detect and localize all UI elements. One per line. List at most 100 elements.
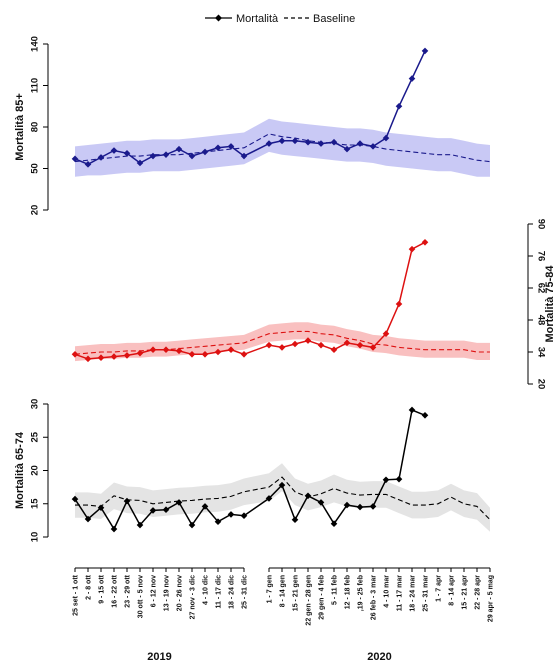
legend: Mortalità Baseline bbox=[205, 13, 355, 25]
panel-2: 10 15 20 25 30 Mortalità 65-74 bbox=[14, 399, 491, 543]
panel-1-mortality-point bbox=[240, 350, 248, 358]
panel-0-mortality-point bbox=[201, 148, 209, 156]
panel-0-mortality-point bbox=[304, 138, 312, 146]
panel-2-mortality-point bbox=[395, 475, 403, 483]
panel-0-mortality-point bbox=[162, 151, 170, 158]
legend-mortalita-marker bbox=[215, 14, 222, 22]
x-tick-label: 4 - 10 mar bbox=[384, 575, 391, 608]
x-tick-label: 29 apr - 5 mag bbox=[488, 575, 495, 622]
x-tick-label: 25 - 31 mar bbox=[423, 575, 430, 612]
x-tick-label: 11 - 17 dic bbox=[216, 575, 223, 609]
x-tick-label: 16 - 22 ott bbox=[112, 574, 119, 607]
panel-2-y-tick-label: 30 bbox=[30, 399, 41, 410]
panel-1-mortality-point bbox=[149, 346, 157, 354]
panel-0-mortality-point bbox=[356, 140, 364, 147]
panel-1-mortality-point bbox=[175, 347, 183, 355]
panel-2-y-label: Mortalità 65-74 bbox=[14, 431, 26, 509]
panel-2-mortality-point bbox=[317, 499, 325, 506]
x-tick-label: 15 - 21 apr bbox=[462, 575, 469, 610]
panel-2-mortality-point bbox=[84, 515, 92, 523]
x-tick-label: 18 - 24 mar bbox=[410, 575, 417, 612]
panel-1-mortality-point bbox=[71, 350, 79, 358]
panel-2-mortality-point bbox=[214, 518, 222, 526]
panel-2-mortality-point bbox=[265, 495, 273, 502]
panel-0-mortality-point bbox=[175, 145, 183, 153]
panel-1-mortality-point bbox=[201, 350, 209, 358]
panel-2-mortality-point bbox=[382, 476, 390, 484]
panel-0-mortality-point bbox=[265, 140, 273, 147]
panel-1-y-tick-label: 90 bbox=[536, 219, 547, 230]
panel-1-mortality-point bbox=[317, 341, 325, 349]
panel-2-baseline-line bbox=[75, 476, 491, 521]
panel-0-mortality-point bbox=[123, 149, 131, 157]
x-tick-label: 2 - 8 ott bbox=[86, 574, 93, 600]
panel-2-mortality-point bbox=[201, 503, 209, 510]
x-tick-label: 12 - 18 feb bbox=[345, 575, 352, 609]
panel-2-mortality-point bbox=[162, 506, 170, 514]
panel-0-mortality-point bbox=[330, 138, 338, 146]
panel-2-mortality-point bbox=[421, 412, 429, 419]
panel-0-mortality-point bbox=[214, 144, 222, 152]
panel-0-mortality-point bbox=[227, 143, 235, 150]
x-tick-label: 8 - 14 apr bbox=[449, 575, 456, 606]
panel-2-y-tick-label: 20 bbox=[30, 465, 41, 476]
panel-1-mortality-point bbox=[343, 339, 351, 347]
panel-0-mortality-point bbox=[188, 152, 196, 160]
panel-0: 20 50 80 110 140 Mortalità 85+ bbox=[14, 36, 491, 215]
panel-0-mortality-point bbox=[136, 159, 144, 167]
panel-2-y-tick-label: 15 bbox=[30, 498, 41, 509]
panel-2-mortality-point bbox=[136, 521, 144, 529]
panel-2-mortality-point bbox=[291, 516, 299, 524]
x-tick-label: 9 - 15 ott bbox=[99, 574, 106, 603]
panel-1-baseline-line bbox=[74, 330, 490, 355]
panel-1-mortality-point bbox=[227, 346, 235, 354]
panel-2-mortality-point bbox=[97, 504, 105, 512]
legend-label-baseline: Baseline bbox=[313, 13, 355, 25]
panel-1-mortality-point bbox=[408, 245, 416, 253]
panel-0-mortality-point bbox=[369, 143, 377, 150]
panel-2-y-tick-label: 10 bbox=[30, 532, 41, 543]
panel-0-mortality-point bbox=[382, 134, 390, 142]
panel-1-mortality-point bbox=[162, 346, 170, 354]
panel-1-y-label: Mortalità 75-84 bbox=[544, 265, 556, 343]
panel-0-mortality-point bbox=[408, 75, 416, 82]
panel-2-mortality-point bbox=[175, 499, 183, 506]
x-tick-label: 25 set - 1 ott bbox=[73, 574, 80, 616]
panel-2-mortality-point bbox=[356, 503, 364, 511]
panel-1-mortality-point bbox=[97, 354, 105, 362]
panel-0-mortality-point bbox=[278, 137, 286, 145]
panel-1-mortality-point bbox=[84, 355, 92, 363]
x-tick-label: 29 gen - 4 feb bbox=[319, 575, 326, 620]
panel-2-mortality-point bbox=[304, 492, 312, 500]
panel-1-y-tick-label: 20 bbox=[536, 379, 547, 390]
x-tick-label: 23 - 29 ott bbox=[125, 574, 132, 607]
panel-0-y-tick-label: 50 bbox=[30, 163, 41, 174]
panel-1-mortality-point bbox=[265, 341, 273, 349]
panel-1-mortality-point bbox=[291, 340, 299, 348]
x-tick-label: 20 - 26 nov bbox=[177, 575, 184, 611]
x-tick-label: 18 - 24 dic bbox=[229, 575, 236, 609]
panel-1-y-tick-label: 48 bbox=[536, 315, 547, 326]
panel-0-mortality-point bbox=[395, 102, 403, 110]
panel-1-mortality-point bbox=[110, 353, 118, 360]
panel-1-y-tick-label: 76 bbox=[536, 251, 547, 262]
x-tick-label: 11 - 17 mar bbox=[397, 575, 404, 611]
panel-0-mortality-point bbox=[343, 145, 351, 153]
x-tick-label: 26 feb - 3 mar bbox=[371, 575, 378, 620]
panel-0-y-label: Mortalità 85+ bbox=[14, 93, 26, 161]
panel-0-mortality-point bbox=[84, 161, 92, 168]
panel-2-y-tick-label: 25 bbox=[30, 431, 41, 442]
panel-1-mortality-point bbox=[356, 341, 364, 349]
panel-2-mortality-point bbox=[278, 481, 286, 489]
x-tick-label: 15 - 21 gen bbox=[293, 575, 300, 611]
panel-1-mortality-point bbox=[214, 348, 222, 356]
panel-0-mortality-point bbox=[291, 137, 299, 145]
x-tick-label: ,19 - 25 feb bbox=[358, 575, 365, 611]
panel-0-mortality-point bbox=[149, 152, 157, 160]
panel-0-y-tick-label: 80 bbox=[30, 122, 41, 133]
x-tick-label: 27 nov - 3 dic bbox=[190, 575, 197, 619]
x-tick-label: 22 - 28 apr bbox=[475, 575, 482, 610]
x-tick-label: 5 - 11 feb bbox=[332, 575, 339, 605]
panel-0-baseline-line bbox=[74, 133, 491, 163]
panel-0-mortality-point bbox=[240, 152, 248, 160]
